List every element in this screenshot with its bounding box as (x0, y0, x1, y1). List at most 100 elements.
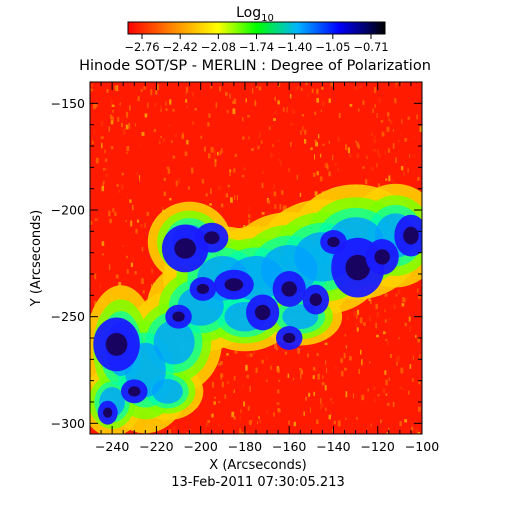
heatmap-speckle (315, 368, 317, 372)
heatmap-speckle (324, 162, 328, 169)
heatmap-speckle (364, 179, 368, 185)
heatmap-speckle (233, 98, 237, 105)
heatmap-speckle (418, 380, 421, 385)
heatmap-speckle (247, 114, 250, 118)
heatmap-speckle (375, 322, 378, 329)
heatmap-speckle (319, 403, 322, 410)
heatmap-speckle (328, 98, 331, 103)
heatmap-speckle (366, 155, 368, 160)
heatmap-speckle (95, 157, 99, 164)
heatmap-speckle (370, 132, 374, 137)
heatmap-speckle (297, 348, 300, 354)
heatmap-speckle (258, 419, 262, 424)
heatmap-speckle (147, 102, 149, 109)
heatmap-speckle (253, 349, 256, 355)
heatmap-speckle (338, 112, 341, 119)
heatmap-speckle (209, 203, 212, 206)
heatmap-speckle (122, 128, 126, 135)
heatmap-speckle (409, 326, 411, 332)
heatmap-speckle (386, 402, 390, 406)
heatmap-speckle (101, 142, 103, 149)
heatmap-speckle (349, 356, 352, 361)
heatmap-speckle (321, 382, 325, 386)
heatmap-speckle (194, 107, 197, 111)
heatmap-speckle (242, 136, 245, 140)
heatmap-core-peak (345, 254, 371, 281)
heatmap-speckle (134, 270, 137, 275)
heatmap-speckle (369, 315, 372, 321)
heatmap-speckle (246, 353, 250, 358)
heatmap-speckle (213, 149, 216, 156)
heatmap-core-peak (196, 283, 210, 295)
heatmap-speckle (168, 124, 171, 128)
heatmap-speckle (110, 119, 114, 125)
heatmap-speckle (373, 138, 377, 143)
heatmap-speckle (307, 353, 310, 358)
heatmap-speckle (405, 297, 408, 300)
heatmap-speckle (116, 184, 119, 187)
heatmap-speckle (101, 241, 105, 246)
heatmap-speckle (407, 116, 410, 120)
heatmap-speckle (344, 333, 346, 337)
heatmap-speckle (376, 149, 379, 155)
heatmap-speckle (320, 109, 322, 112)
heatmap-speckle (173, 425, 176, 431)
heatmap-speckle (166, 166, 170, 170)
heatmap-speckle (292, 110, 296, 114)
heatmap-speckle (90, 220, 93, 225)
heatmap-speckle (247, 406, 250, 411)
heatmap-speckle (328, 140, 330, 144)
heatmap-speckle (314, 191, 318, 196)
heatmap-region (153, 319, 195, 365)
heatmap-speckle (241, 431, 244, 434)
heatmap-speckle (126, 195, 129, 199)
heatmap-speckle (160, 135, 162, 139)
heatmap-speckle (117, 117, 120, 122)
heatmap-speckle (229, 169, 232, 173)
heatmap-speckle (205, 193, 208, 197)
heatmap-speckle (384, 319, 387, 323)
heatmap-speckle (112, 208, 115, 213)
heatmap-speckle (377, 183, 381, 188)
heatmap-speckle (404, 299, 406, 303)
heatmap-speckle (153, 129, 157, 133)
heatmap-speckle (322, 375, 324, 379)
heatmap-speckle (352, 393, 355, 399)
heatmap-speckle (118, 189, 120, 193)
heatmap-speckle (288, 168, 290, 172)
x-tick-label: −180 (228, 439, 262, 454)
heatmap-speckle (378, 153, 381, 158)
heatmap-speckle (324, 162, 326, 169)
heatmap-speckle (201, 179, 205, 184)
heatmap-speckle (386, 112, 390, 117)
heatmap-speckle (388, 175, 391, 182)
heatmap-speckle (320, 398, 322, 404)
colorbar: Log10 −2.76 −2.42 −2.08 −1.74 −1.40 −1.05 −0.7… (124, 5, 388, 54)
heatmap-speckle (130, 262, 134, 267)
heatmap-speckle (334, 163, 338, 166)
heatmap-speckle (255, 367, 258, 373)
heatmap-speckle (217, 185, 221, 190)
heatmap-speckle (256, 85, 258, 89)
heatmap-speckle (268, 200, 270, 204)
heatmap-speckle (220, 203, 224, 208)
heatmap-speckle (174, 134, 177, 137)
heatmap-speckle (363, 322, 366, 326)
heatmap-speckle (307, 93, 309, 98)
heatmap-speckle (272, 144, 274, 147)
heatmap-speckle (362, 166, 365, 169)
y-axis-label: Y (Arcseconds) (29, 210, 44, 307)
heatmap-speckle (142, 290, 145, 294)
heatmap-speckle (369, 178, 371, 182)
heatmap-speckle (324, 385, 327, 391)
colorbar-tick-label: −1.40 (277, 40, 312, 54)
heatmap-speckle (292, 107, 294, 114)
heatmap-speckle (232, 100, 235, 104)
timestamp: 13-Feb-2011 07:30:05.213 (171, 475, 345, 490)
heatmap-speckle (261, 212, 265, 215)
heatmap-speckle (361, 359, 363, 365)
heatmap-speckle (273, 344, 277, 349)
heatmap-speckle (224, 394, 227, 399)
heatmap-speckle (419, 126, 422, 132)
heatmap-speckle (101, 253, 104, 256)
